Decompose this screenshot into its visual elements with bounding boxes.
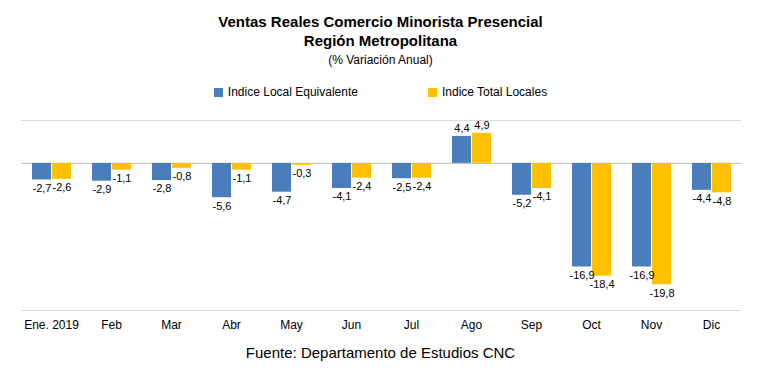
svg-text:-0,8: -0,8 <box>173 170 192 182</box>
svg-text:Jul: Jul <box>404 318 419 332</box>
html-text:Región Metropolitana: Región Metropolitana <box>303 32 458 49</box>
svg-text:-4,8: -4,8 <box>713 195 732 207</box>
svg-text:-4,1: -4,1 <box>333 190 352 202</box>
svg-text:Ene. 2019: Ene. 2019 <box>24 318 79 332</box>
svg-text:Sep: Sep <box>521 318 543 332</box>
svg-text:Mar: Mar <box>161 318 182 332</box>
svg-text:-18,4: -18,4 <box>589 278 614 290</box>
svg-text:-1,1: -1,1 <box>233 172 252 184</box>
svg-text:-5,2: -5,2 <box>513 197 532 209</box>
svg-text:-4,7: -4,7 <box>273 194 292 206</box>
html-text:Indice Local Equivalente: Indice Local Equivalente <box>227 85 358 99</box>
svg-text:-2,4: -2,4 <box>413 180 432 192</box>
html-text:Ventas Reales Comercio Minoris: Ventas Reales Comercio Minorista Presenc… <box>218 13 543 30</box>
html-text:Fuente: Departamento de Estudi: Fuente: Departamento de Estudios CNC <box>245 344 516 361</box>
svg-text:-16,9: -16,9 <box>629 269 654 281</box>
svg-text:Ago: Ago <box>461 318 483 332</box>
svg-text:Feb: Feb <box>101 318 122 332</box>
svg-text:-19,8: -19,8 <box>649 287 674 299</box>
svg-text:-2,7: -2,7 <box>33 182 52 194</box>
svg-text:4,9: 4,9 <box>474 119 489 131</box>
svg-text:Dic: Dic <box>703 318 720 332</box>
svg-text:Nov: Nov <box>641 318 662 332</box>
svg-text:4,4: 4,4 <box>454 122 469 134</box>
svg-text:-2,8: -2,8 <box>153 182 172 194</box>
svg-text:-2,5: -2,5 <box>393 181 412 193</box>
svg-text:-1,1: -1,1 <box>113 172 132 184</box>
svg-text:-4,1: -4,1 <box>533 190 552 202</box>
html-text:(% Variación Anual): (% Variación Anual) <box>328 53 433 67</box>
svg-text:-2,6: -2,6 <box>53 181 72 193</box>
svg-text:-4,4: -4,4 <box>693 192 712 204</box>
svg-text:-16,9: -16,9 <box>569 268 595 281</box>
svg-text:Abr: Abr <box>222 318 241 332</box>
svg-text:-0,3: -0,3 <box>293 167 312 179</box>
svg-text:Oct: Oct <box>582 318 601 332</box>
svg-text:Jun: Jun <box>342 318 361 332</box>
svg-text:-5,6: -5,6 <box>213 200 232 212</box>
svg-text:May: May <box>280 318 303 332</box>
svg-text:-2,4: -2,4 <box>353 180 372 192</box>
svg-text:-2,9: -2,9 <box>93 183 112 195</box>
html-text:Indice Total Locales: Indice Total Locales <box>442 85 548 99</box>
